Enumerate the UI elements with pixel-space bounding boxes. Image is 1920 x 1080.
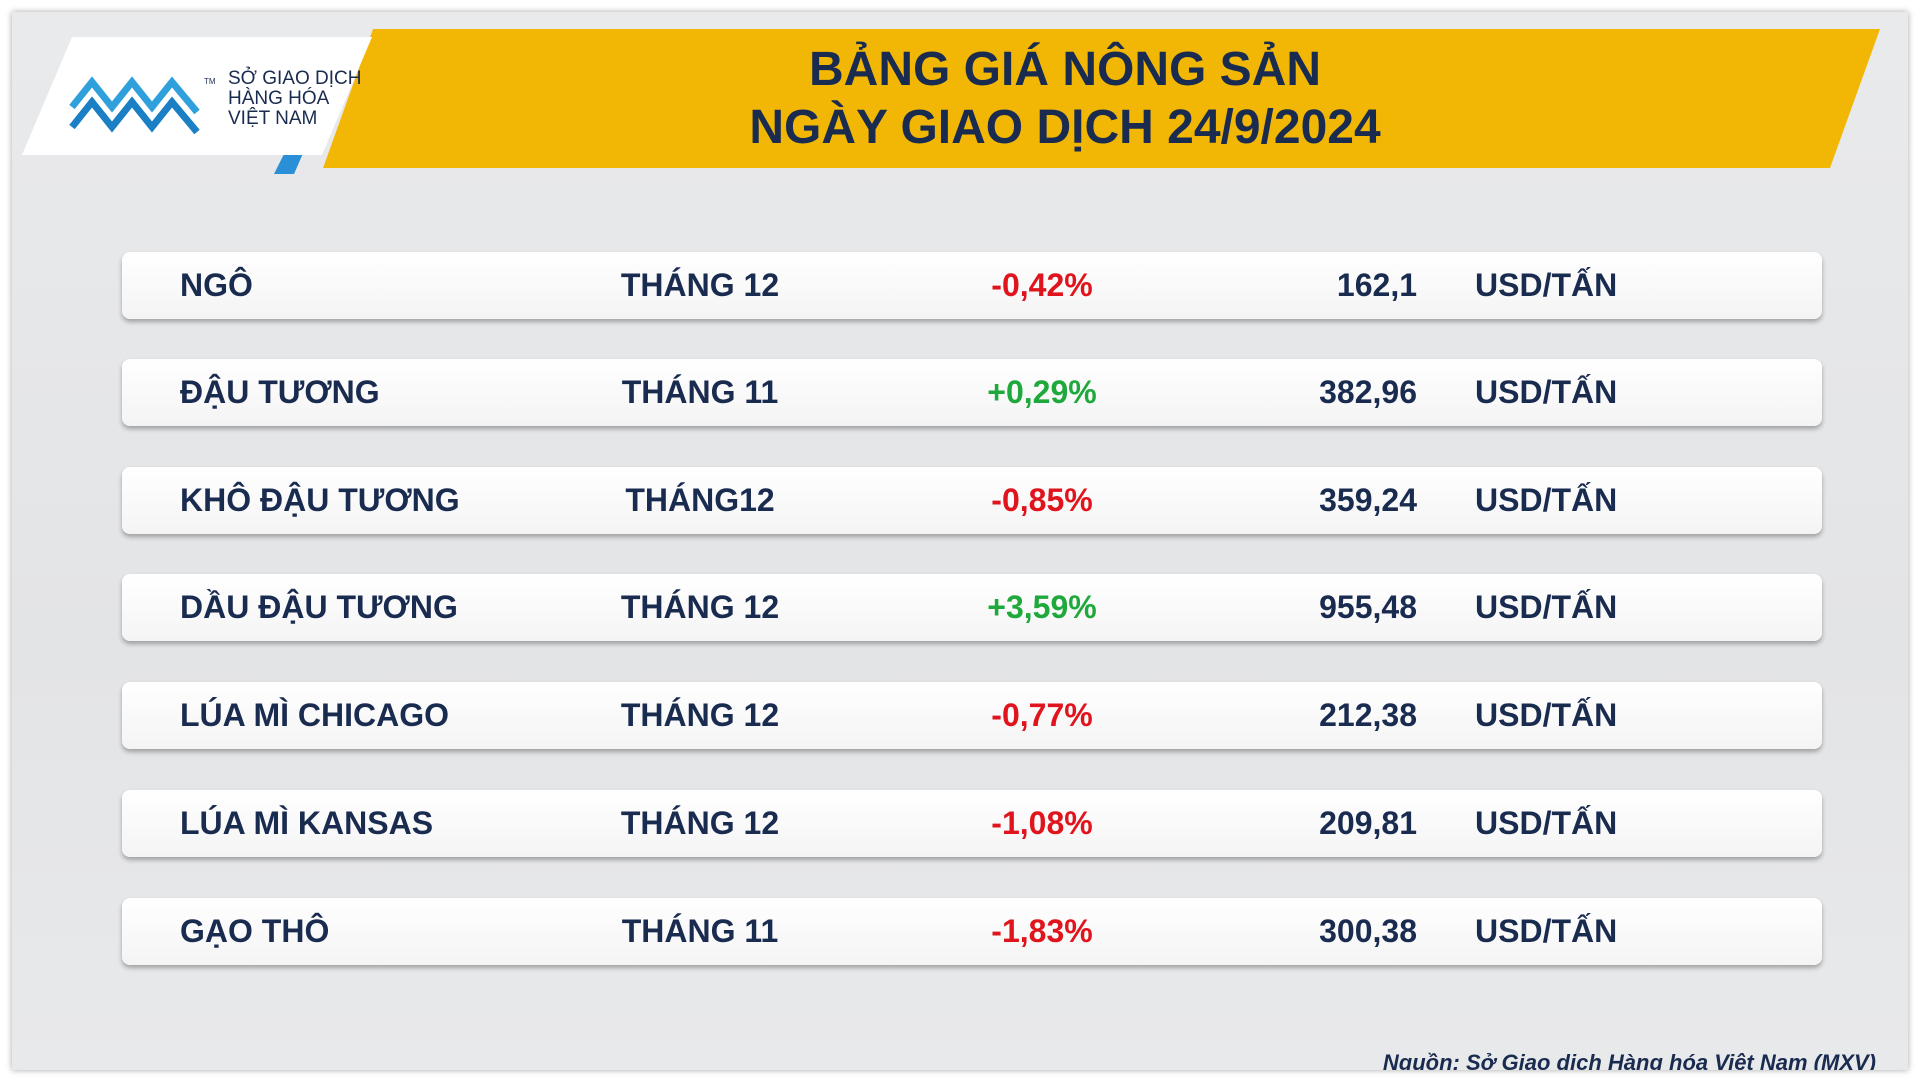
price-change: -0,42%: [991, 267, 1093, 303]
contract-month: THÁNG 11: [621, 913, 779, 949]
contract-month: THÁNG 12: [620, 805, 780, 841]
unit: USD/TẤN: [1475, 913, 1618, 949]
table-row: ĐẬU TƯƠNG THÁNG 11 +0,29% 382,96 USD/TẤN: [122, 359, 1822, 426]
table-row: GẠO THÔ THÁNG 11 -1,83% 300,38 USD/TẤN: [122, 898, 1822, 965]
price: 955,48: [1319, 589, 1417, 625]
table-row: LÚA MÌ CHICAGO THÁNG 12 -0,77% 212,38 USD/TẤ…: [122, 682, 1822, 749]
commodity-name: GẠO THÔ: [180, 913, 330, 949]
logo-text: VIỆT NAM: [228, 108, 318, 129]
price-change: +0,29%: [987, 374, 1097, 410]
commodity-name: LÚA MÌ KANSAS: [180, 805, 434, 841]
commodity-name: DẦU ĐẬU TƯƠNG: [180, 589, 458, 625]
title: NGÀY GIAO DỊCH 24/9/2024: [749, 101, 1381, 154]
commodity-name: ĐẬU TƯƠNG: [180, 374, 380, 410]
price-change: -1,83%: [991, 913, 1093, 949]
unit: USD/TẤN: [1475, 589, 1618, 625]
price: 209,81: [1319, 805, 1417, 841]
logo-text: HÀNG HÓA: [228, 88, 330, 109]
source-note: Nguồn: Sở Giao dịch Hàng hóa Việt Nam (M…: [1382, 1050, 1876, 1070]
price-change: -0,85%: [991, 482, 1093, 518]
contract-month: THÁNG 12: [620, 697, 780, 733]
commodity-name: LÚA MÌ CHICAGO: [180, 697, 450, 733]
contract-month: THÁNG 12: [620, 267, 780, 303]
price-change: -0,77%: [991, 697, 1093, 733]
logo-icon: [69, 76, 200, 135]
contract-month: THÁNG 12: [620, 589, 780, 625]
table-row: KHÔ ĐẬU TƯƠNG THÁNG12 -0,85% 359,24 USD/TẤN: [122, 467, 1822, 534]
title: BẢNG GIÁ NÔNG SẢN: [808, 43, 1321, 96]
price: 212,38: [1319, 697, 1417, 733]
logo-text: SỞ GIAO DỊCH: [228, 68, 362, 89]
frame: SỞ GIAO DỊCH HÀNG HÓA VIỆT NAM TM BẢNG G…: [12, 12, 1908, 1070]
contract-month: THÁNG12: [625, 482, 775, 518]
table-row: LÚA MÌ KANSAS THÁNG 12 -1,08% 209,81 USD/TẤN: [122, 790, 1822, 857]
price: 382,96: [1319, 374, 1417, 410]
table-row: NGÔ THÁNG 12 -0,42% 162,1 USD/TẤN: [122, 252, 1822, 319]
unit: USD/TẤN: [1475, 374, 1618, 410]
price-change: +3,59%: [987, 589, 1097, 625]
title-band: [323, 29, 1880, 168]
contract-month: THÁNG 11: [621, 374, 779, 410]
unit: USD/TẤN: [1475, 697, 1618, 733]
unit: USD/TẤN: [1475, 805, 1618, 841]
table-row: DẦU ĐẬU TƯƠNG THÁNG 12 +3,59% 955,48 USD/TẤN: [122, 574, 1822, 641]
commodity-name: NGÔ: [180, 267, 253, 303]
price-change: -1,08%: [991, 805, 1093, 841]
price: 162,1: [1336, 267, 1417, 303]
price: 359,24: [1319, 482, 1417, 518]
price: 300,38: [1319, 913, 1417, 949]
commodity-name: KHÔ ĐẬU TƯƠNG: [180, 482, 460, 518]
logo-trademark: TM: [204, 77, 216, 86]
unit: USD/TẤN: [1475, 267, 1618, 303]
unit: USD/TẤN: [1475, 482, 1618, 518]
banner: [22, 29, 1880, 174]
